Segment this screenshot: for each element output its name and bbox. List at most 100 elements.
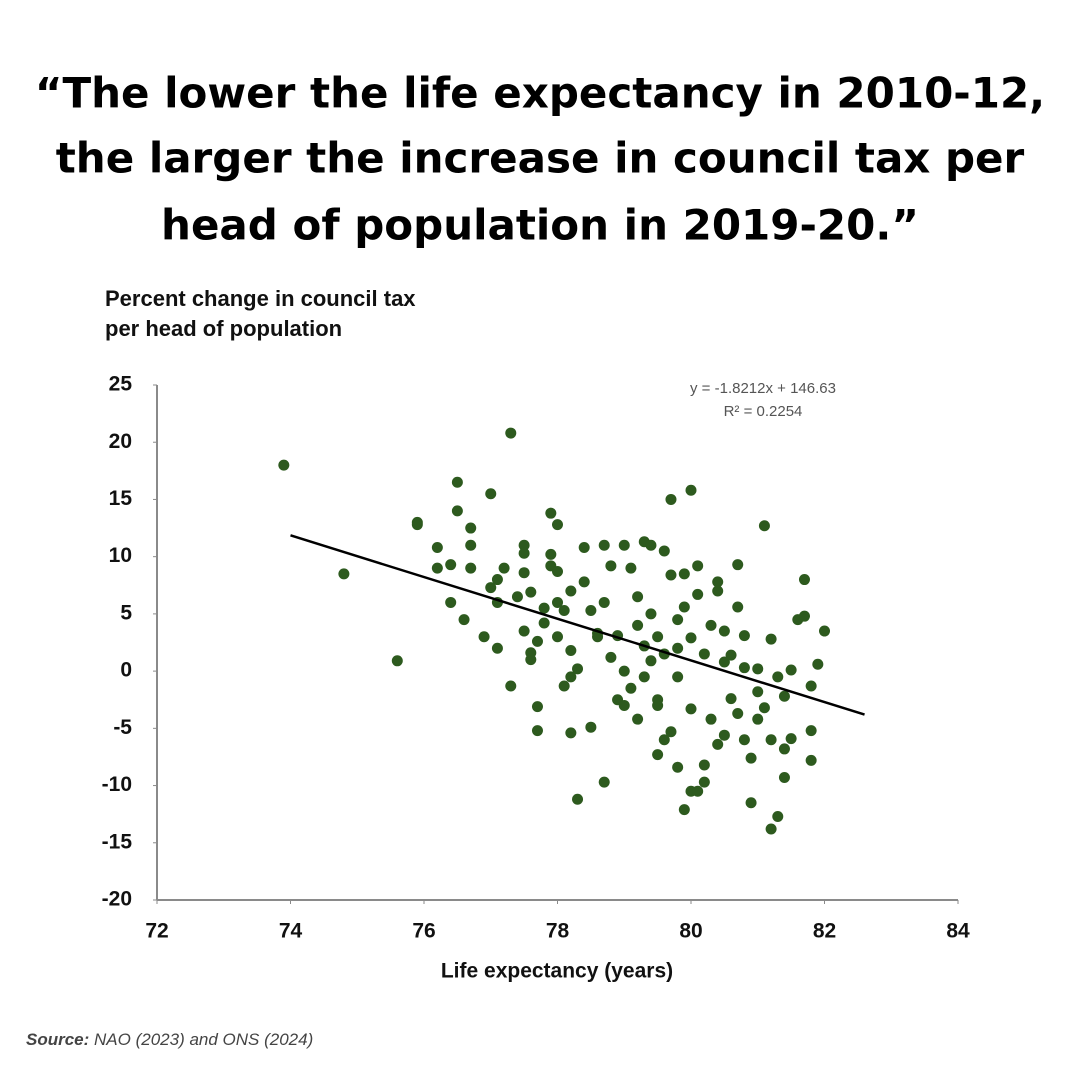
point bbox=[805, 680, 817, 692]
point bbox=[538, 602, 550, 614]
point bbox=[712, 738, 724, 750]
point bbox=[692, 785, 704, 797]
point bbox=[718, 656, 730, 668]
point bbox=[638, 671, 650, 683]
point bbox=[772, 671, 784, 683]
point bbox=[525, 647, 537, 659]
point bbox=[672, 761, 684, 773]
point bbox=[518, 547, 530, 559]
point bbox=[778, 690, 790, 702]
source: Source: NAO (2023) and ONS (2024) bbox=[26, 1030, 313, 1049]
point bbox=[485, 488, 497, 500]
point bbox=[672, 671, 684, 683]
y-axis-label: per head of population bbox=[105, 316, 342, 341]
y-axis-label: Percent change in council tax bbox=[105, 286, 416, 311]
point bbox=[578, 542, 590, 554]
point bbox=[718, 729, 730, 741]
point bbox=[785, 664, 797, 676]
point bbox=[531, 725, 543, 737]
point bbox=[752, 686, 764, 698]
point bbox=[712, 576, 724, 588]
point bbox=[572, 793, 584, 805]
x-tick-label: 80 bbox=[679, 920, 702, 943]
point bbox=[738, 662, 750, 674]
point bbox=[645, 608, 657, 620]
point bbox=[712, 585, 724, 597]
y-tick-label: -20 bbox=[102, 888, 132, 911]
title-line: head of population in 2019-20.” bbox=[161, 201, 919, 250]
point bbox=[785, 733, 797, 745]
point bbox=[772, 810, 784, 822]
x-tick-label: 72 bbox=[145, 920, 168, 943]
point bbox=[758, 702, 770, 714]
point bbox=[685, 703, 697, 715]
point bbox=[658, 545, 670, 557]
point bbox=[565, 645, 577, 657]
y-tick-label: 15 bbox=[109, 487, 133, 510]
point bbox=[505, 427, 517, 439]
point bbox=[765, 633, 777, 645]
point bbox=[765, 734, 777, 746]
x-tick-label: 78 bbox=[546, 920, 570, 943]
point bbox=[618, 539, 630, 551]
point bbox=[445, 559, 457, 571]
point bbox=[485, 582, 497, 594]
point bbox=[465, 539, 477, 551]
point bbox=[572, 663, 584, 675]
point bbox=[778, 743, 790, 755]
title-line: “The lower the life expectancy in 2010-1… bbox=[35, 69, 1045, 118]
point bbox=[805, 754, 817, 766]
point bbox=[645, 655, 657, 667]
point bbox=[758, 520, 770, 532]
point bbox=[798, 610, 810, 622]
point bbox=[665, 569, 677, 581]
point bbox=[411, 519, 423, 531]
point bbox=[632, 713, 644, 725]
point bbox=[545, 548, 557, 560]
point bbox=[565, 585, 577, 597]
point bbox=[618, 665, 630, 677]
point bbox=[451, 505, 463, 517]
point bbox=[725, 693, 737, 705]
y-tick-label: -5 bbox=[113, 716, 132, 739]
point bbox=[698, 776, 710, 788]
point bbox=[678, 568, 690, 580]
point bbox=[665, 726, 677, 738]
y-tick-label: 20 bbox=[109, 430, 132, 453]
point bbox=[505, 680, 517, 692]
point bbox=[672, 642, 684, 654]
point bbox=[598, 539, 610, 551]
point bbox=[752, 713, 764, 725]
point bbox=[725, 649, 737, 661]
y-tick-label: 25 bbox=[109, 373, 133, 396]
point bbox=[732, 707, 744, 719]
point bbox=[465, 522, 477, 534]
point bbox=[698, 648, 710, 660]
point bbox=[692, 560, 704, 572]
point bbox=[618, 699, 630, 711]
x-axis-label: Life expectancy (years) bbox=[441, 960, 673, 983]
point bbox=[511, 591, 523, 603]
point bbox=[431, 562, 443, 574]
point bbox=[525, 586, 537, 598]
point bbox=[585, 721, 597, 733]
point bbox=[685, 632, 697, 644]
point bbox=[552, 566, 563, 578]
point bbox=[458, 614, 470, 626]
source-text: NAO (2023) and ONS (2024) bbox=[94, 1030, 313, 1049]
point bbox=[531, 701, 543, 713]
point bbox=[665, 493, 677, 505]
point bbox=[538, 617, 550, 629]
point bbox=[278, 459, 290, 471]
y-tick-label: -10 bbox=[102, 773, 132, 796]
x-tick-label: 82 bbox=[813, 920, 836, 943]
point bbox=[545, 507, 557, 519]
y-tick-label: 10 bbox=[109, 544, 132, 567]
point bbox=[698, 759, 710, 771]
point bbox=[732, 601, 744, 613]
equation: y = -1.8212x + 146.63 bbox=[690, 380, 836, 397]
point bbox=[738, 734, 750, 746]
point bbox=[558, 604, 570, 616]
point bbox=[745, 797, 757, 809]
point bbox=[652, 749, 664, 761]
